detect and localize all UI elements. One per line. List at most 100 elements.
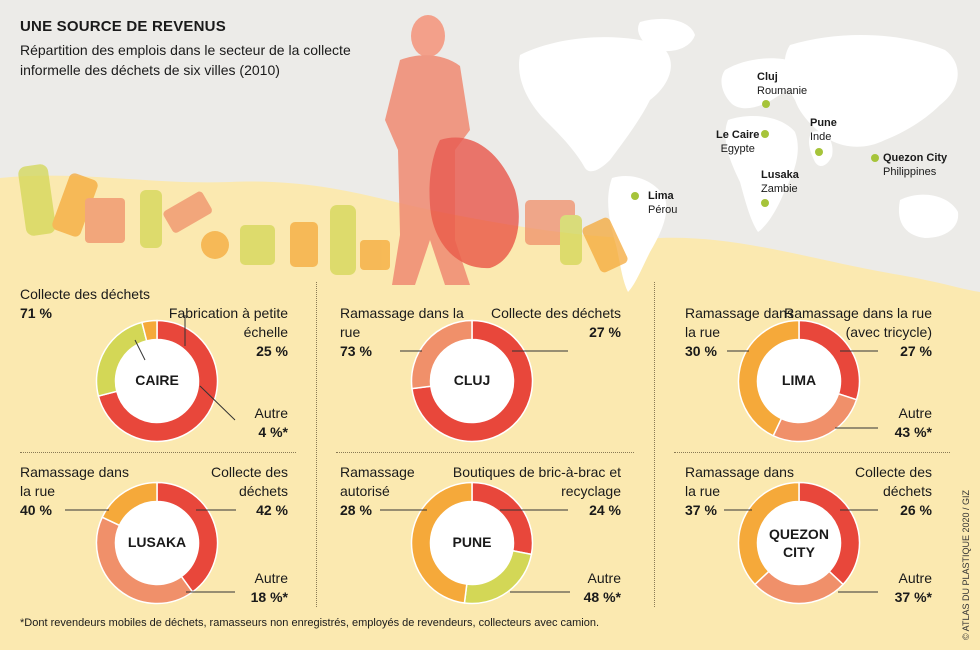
segment-label-caire-1: Fabrication à petite échelle 25 % — [148, 304, 288, 361]
city-name: Le Caire — [716, 129, 760, 141]
map-dot-lima — [631, 192, 639, 200]
city-country: Philippines — [883, 166, 937, 178]
city-name: Quezon City — [883, 152, 948, 164]
city-name: Lusaka — [761, 169, 799, 181]
segment-label-pune-1: Boutiques de bric-à-brac et recyclage 24 … — [450, 463, 621, 520]
donut-center-quezon-city — [749, 493, 849, 593]
segment-label-lusaka-0: Ramassage dans la rue 40 % — [20, 463, 140, 520]
donut-segment-lima-2 — [737, 319, 800, 437]
city-name: Cluj — [757, 71, 778, 83]
segment-label-text: Ramassage dans la rue — [685, 305, 794, 340]
segment-label-quezon-city-2: Autre 37 %* — [840, 569, 932, 607]
australia-shape — [898, 194, 959, 238]
donut-segment-caire-0 — [97, 319, 219, 443]
separator-horizontal-left — [20, 452, 296, 453]
segment-label-text: Collecte des déchets — [210, 464, 288, 499]
city-country: Zambie — [761, 183, 798, 195]
city-name: Pune — [810, 117, 837, 129]
separator-vertical-1 — [316, 282, 317, 607]
segment-label-cluj-1: Collecte des déchets 27 % — [476, 304, 621, 342]
city-country: Egypte — [720, 143, 755, 155]
segment-label-pune-0: Ramassage autorisé 28 % — [340, 463, 450, 520]
segment-label-lusaka-2: Autre 18 %* — [188, 569, 288, 607]
donut-city-name-caire: CAIRE — [135, 372, 179, 388]
segment-value: 37 % — [685, 502, 717, 518]
segment-value: 42 % — [256, 502, 288, 518]
map-label-cluj: Cluj Roumanie — [757, 70, 807, 98]
segment-label-text: Fabrication à petite échelle — [168, 305, 288, 340]
segment-label-text: Ramassage dans la rue — [340, 305, 464, 340]
city-country: Roumanie — [757, 85, 808, 97]
segment-label-text: Collecte des déchets — [854, 464, 932, 499]
segment-label-text: Autre — [898, 570, 932, 586]
map-label-le-caire: Le Caire Egypte — [716, 128, 759, 156]
segment-value: 24 % — [589, 502, 621, 518]
city-name: Lima — [648, 190, 674, 202]
city-dots — [631, 100, 879, 207]
segment-value: 71 % — [20, 305, 52, 321]
segment-label-text: Ramassage dans la rue — [685, 464, 794, 499]
map-dot-pune — [815, 148, 823, 156]
donut-segment-cluj-1 — [410, 319, 473, 390]
footnote: *Dont revendeurs mobiles de déchets, ram… — [20, 617, 600, 629]
donut-city-name-quezon-city: QUEZON CITY — [769, 526, 829, 560]
africa-shape — [725, 116, 798, 232]
segment-label-lima-2: Autre 43 %* — [840, 404, 932, 442]
donut-city-name-cluj: CLUJ — [453, 372, 491, 388]
north-america-shape — [519, 37, 671, 172]
segment-label-cluj-0: Ramassage dans la rue 73 % — [340, 304, 480, 361]
segment-label-lusaka-1: Collecte des déchets 42 % — [170, 463, 288, 520]
leader-line-caire-0 — [134, 339, 146, 361]
waste-picker-figure — [385, 15, 519, 286]
segment-value: 25 % — [256, 343, 288, 359]
segment-value: 18 %* — [250, 589, 288, 605]
greenland-shape — [638, 18, 695, 52]
chart-subtitle: Répartition des emplois dans le secteur … — [20, 42, 351, 78]
asia-shape — [784, 34, 958, 147]
segment-label-text: Ramassage dans la rue (avec tricycle) — [784, 305, 932, 340]
segment-label-text: Autre — [587, 570, 621, 586]
segment-label-text: Boutiques de bric-à-brac et recyclage — [452, 464, 621, 499]
donut-segment-caire-2 — [141, 319, 158, 342]
map-dot-quezon-city — [871, 154, 879, 162]
segment-value: 26 % — [900, 502, 932, 518]
segment-value: 27 % — [900, 343, 932, 359]
segment-value: 40 % — [20, 502, 52, 518]
segment-label-text: Autre — [254, 570, 288, 586]
city-country: Inde — [810, 131, 832, 143]
donut-segment-pune-2 — [410, 481, 473, 604]
map-dot-le-caire — [761, 130, 769, 138]
chart-title: UNE SOURCE DE REVENUS — [20, 18, 226, 35]
segment-label-quezon-city-0: Ramassage dans la rue 37 % — [685, 463, 795, 520]
separator-horizontal-right — [674, 452, 950, 453]
donut-segment-cluj-0 — [411, 319, 534, 443]
europe-shape — [721, 58, 797, 109]
segment-label-lima-0: Ramassage dans la rue 30 % — [685, 304, 795, 361]
segment-value: 30 % — [685, 343, 717, 359]
segment-label-text: Ramassage dans la rue — [20, 464, 129, 499]
donut-segment-lusaka-2 — [101, 481, 158, 527]
map-dot-cluj — [762, 100, 770, 108]
segment-label-caire-0: Collecte des déchets 71 % — [20, 285, 160, 323]
segment-label-lima-1: Ramassage dans la rue (avec tricycle) 27 … — [760, 304, 932, 361]
map-label-lima: Lima Pérou — [648, 189, 677, 217]
segment-value: 28 % — [340, 502, 372, 518]
segment-label-text: Collecte des déchets — [20, 286, 150, 302]
world-map — [519, 18, 959, 292]
donut-city-name-pune: PUNE — [452, 534, 492, 550]
segment-label-text: Collecte des déchets — [491, 305, 621, 321]
segment-value: 37 %* — [894, 589, 932, 605]
segment-label-quezon-city-1: Collecte des déchets 26 % — [820, 463, 932, 520]
map-label-lusaka: Lusaka Zambie — [761, 168, 799, 196]
separator-horizontal-mid — [336, 452, 634, 453]
donut-city-name-lima: LIMA — [781, 372, 817, 388]
separator-vertical-2 — [654, 282, 655, 607]
segment-value: 4 %* — [258, 424, 288, 440]
map-dot-lusaka — [761, 199, 769, 207]
segment-label-text: Ramassage autorisé — [340, 464, 415, 499]
segment-label-caire-2: Autre 4 %* — [188, 404, 288, 442]
donut-city-name-lusaka: LUSAKA — [127, 534, 187, 550]
leader-line-caire-2 — [199, 385, 236, 421]
credit: © ATLAS DU PLASTIQUE 2020 / GIZ — [961, 489, 971, 640]
